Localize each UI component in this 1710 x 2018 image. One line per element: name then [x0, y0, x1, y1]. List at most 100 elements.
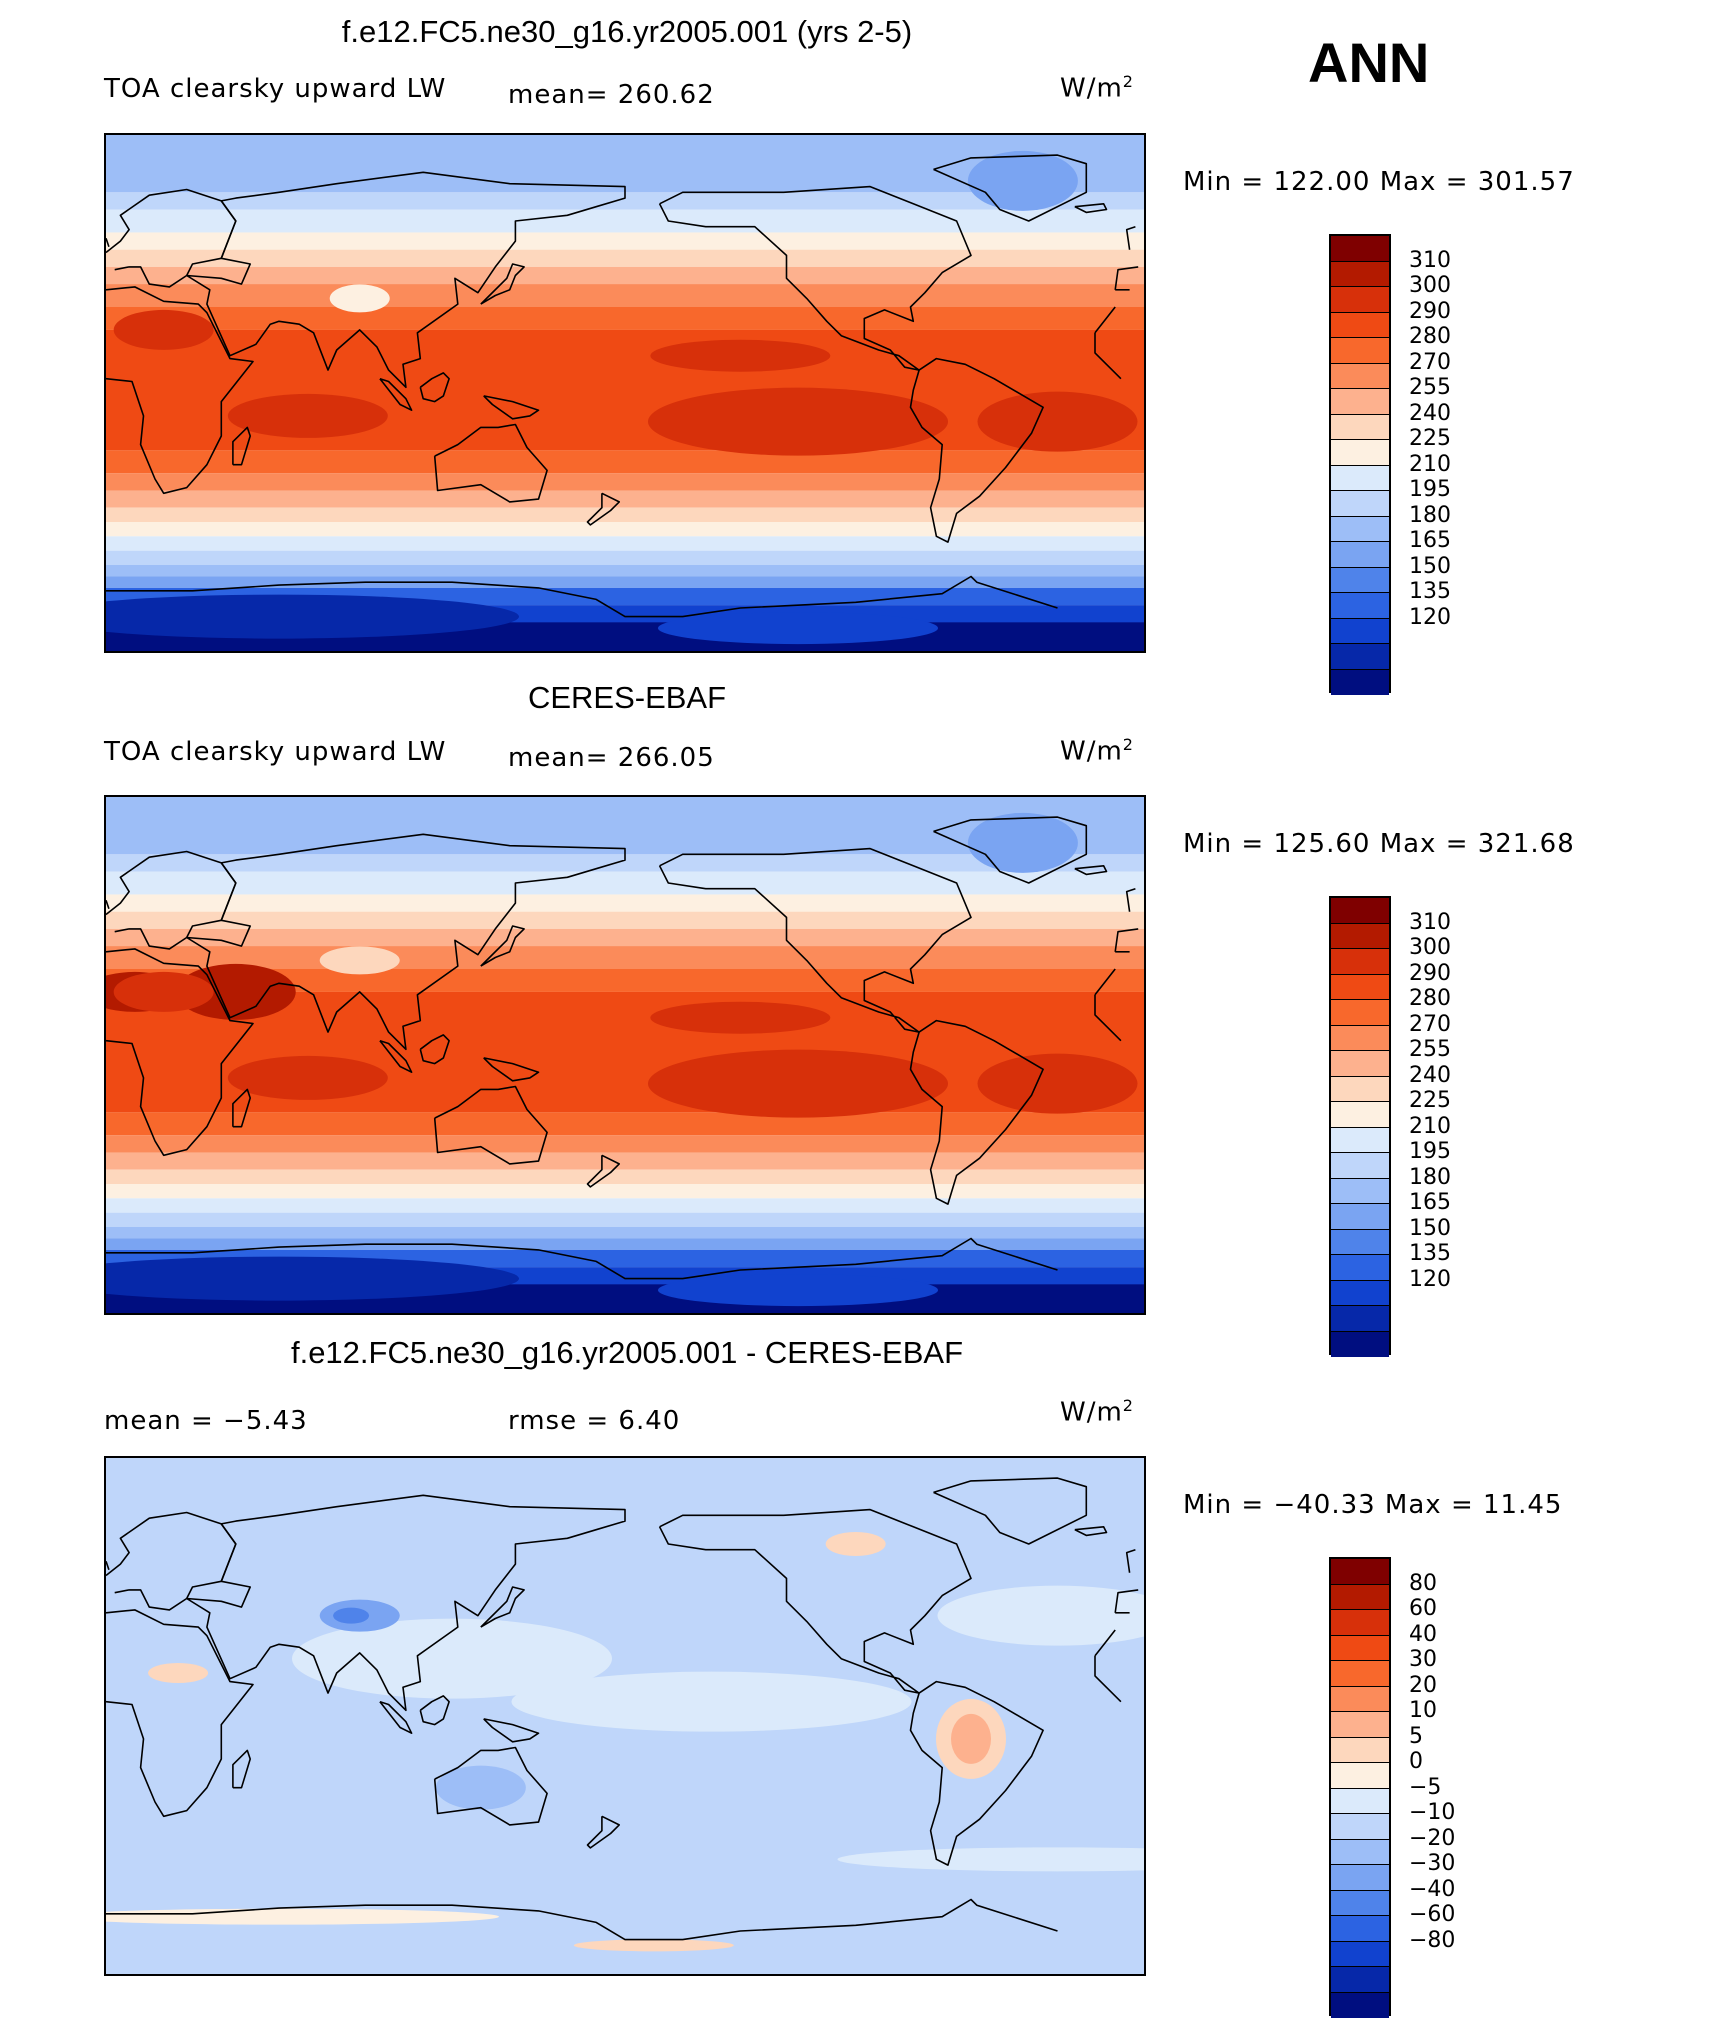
colorbar-tick-label: 150 [1409, 1218, 1451, 1240]
colorbar-tick-label: 210 [1409, 454, 1451, 476]
colorbar-tick-label: 240 [1409, 403, 1451, 425]
colorbar-swatch [1331, 1000, 1389, 1026]
colorbar-tick-label: 135 [1409, 581, 1451, 603]
contour-band [106, 250, 1144, 267]
colorbar-tick-label: −30 [1409, 1853, 1455, 1875]
colorbar-tick-label: 135 [1409, 1243, 1451, 1265]
colorbar-swatch [1331, 1916, 1389, 1942]
panel1-minmax: Min = 122.00 Max = 301.57 [1183, 167, 1575, 197]
contour-region [148, 1663, 208, 1683]
colorbar-swatch [1331, 1026, 1389, 1052]
colorbar-swatch [1331, 898, 1389, 924]
colorbar-swatch [1331, 1204, 1389, 1230]
colorbar-swatches [1329, 896, 1391, 1355]
colorbar-swatch [1331, 1610, 1389, 1636]
colorbar-swatch [1331, 1077, 1389, 1103]
colorbar-swatch [1331, 568, 1389, 594]
contour-region [320, 946, 400, 974]
colorbar-tick-label: 40 [1409, 1624, 1437, 1646]
colorbar-tick-label: 300 [1409, 937, 1451, 959]
contour-band [106, 1198, 1144, 1212]
colorbar-swatch [1331, 466, 1389, 492]
contour-region [648, 1050, 948, 1118]
colorbar-tick-label: 60 [1409, 1598, 1437, 1620]
contour-region [658, 1274, 938, 1306]
panel2-map [104, 795, 1146, 1315]
colorbar-tick-label: 180 [1409, 1167, 1451, 1189]
colorbar-swatch [1331, 1789, 1389, 1815]
colorbar-swatch [1331, 517, 1389, 543]
colorbar-swatch [1331, 1128, 1389, 1154]
colorbar-swatch [1331, 1942, 1389, 1968]
colorbar-swatch [1331, 1255, 1389, 1281]
season-label: ANN [1308, 30, 1429, 95]
colorbar-tick-label: −40 [1409, 1879, 1455, 1901]
contour-band [106, 490, 1144, 507]
contour-band [106, 872, 1144, 895]
colorbar-swatch [1331, 1230, 1389, 1256]
contour-band [106, 1170, 1144, 1184]
contour-region [114, 310, 214, 350]
colorbar-tick-label: 255 [1409, 1039, 1451, 1061]
contour-band [106, 232, 1144, 249]
contour-band [106, 1227, 1144, 1238]
colorbar-tick-label: −10 [1409, 1802, 1455, 1824]
contour-band [106, 1152, 1144, 1169]
panel3-map [104, 1456, 1146, 1976]
contour-band [106, 522, 1144, 536]
colorbar-swatch [1331, 1967, 1389, 1993]
contour-band [106, 473, 1144, 490]
colorbar-tick-label: 240 [1409, 1065, 1451, 1087]
colorbar-tick-label: −5 [1409, 1777, 1441, 1799]
colorbar-swatch [1331, 1281, 1389, 1307]
panel1-field-label: TOA clearsky upward LW [104, 74, 446, 104]
colorbar-swatch [1331, 262, 1389, 288]
contour-region [648, 388, 948, 456]
colorbar-swatch [1331, 1102, 1389, 1128]
contour-region [114, 972, 214, 1012]
colorbar-swatch [1331, 1993, 1389, 2018]
panel3-title: f.e12.FC5.ne30_g16.yr2005.001 - CERES-EB… [0, 1335, 1254, 1371]
colorbar-swatch [1331, 1763, 1389, 1789]
colorbar-swatch [1331, 1179, 1389, 1205]
colorbar-tick-label: 280 [1409, 326, 1451, 348]
contour-region [658, 612, 938, 644]
colorbar-tick-label: 290 [1409, 963, 1451, 985]
colorbar-swatch [1331, 924, 1389, 950]
contour-band [106, 1135, 1144, 1152]
contour-band [106, 1213, 1144, 1227]
colorbar-tick-label: 280 [1409, 988, 1451, 1010]
colorbar-swatch [1331, 1332, 1389, 1358]
contour-region [574, 1939, 734, 1951]
contour-region [650, 1002, 830, 1034]
colorbar-swatch [1331, 1636, 1389, 1662]
colorbar-swatch [1331, 949, 1389, 975]
panel3-rmse-label: rmse = 6.40 [508, 1406, 680, 1436]
contour-region [978, 1054, 1138, 1114]
colorbar-swatch [1331, 1306, 1389, 1332]
colorbar-swatch [1331, 1153, 1389, 1179]
panel3-mean-label: mean = −5.43 [104, 1406, 308, 1436]
contour-region [968, 151, 1078, 211]
contour-band [106, 912, 1144, 929]
colorbar-swatch [1331, 338, 1389, 364]
contour-band [106, 307, 1144, 330]
colorbar-tick-label: 30 [1409, 1649, 1437, 1671]
panel3-minmax: Min = −40.33 Max = 11.45 [1183, 1490, 1562, 1520]
colorbar-tick-label: 180 [1409, 505, 1451, 527]
colorbar-swatch [1331, 1051, 1389, 1077]
colorbar-tick-label: 210 [1409, 1116, 1451, 1138]
colorbar-swatches [1329, 1557, 1391, 2016]
colorbar-swatch [1331, 975, 1389, 1001]
contour-region [228, 394, 388, 438]
colorbar-tick-label: −20 [1409, 1828, 1455, 1850]
colorbar-tick-label: 150 [1409, 556, 1451, 578]
contour-region [650, 340, 830, 372]
panel2-title: CERES-EBAF [0, 680, 1254, 716]
contour-region [978, 392, 1138, 452]
colorbar-tick-label: 270 [1409, 1014, 1451, 1036]
colorbar-tick-label: 165 [1409, 1192, 1451, 1214]
colorbar-swatch [1331, 1891, 1389, 1917]
contour-region [951, 1714, 991, 1764]
contour-band [106, 284, 1144, 307]
